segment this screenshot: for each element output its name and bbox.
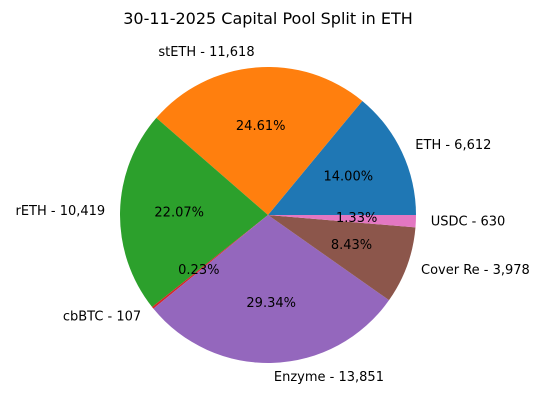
pie-slice-usdc <box>268 215 416 228</box>
slice-percent-cbbtc: 0.23% <box>178 263 219 278</box>
slice-label-steth: stETH - 11,618 <box>158 45 254 60</box>
pie-slice-cbbtc <box>152 215 268 309</box>
pie-slices <box>120 67 416 363</box>
pie-slice-reth <box>120 117 268 308</box>
slice-percent-cover-re: 8.43% <box>331 238 372 253</box>
slice-label-cover-re: Cover Re - 3,978 <box>421 263 530 278</box>
pie-slice-eth <box>268 100 416 215</box>
chart-title: 30-11-2025 Capital Pool Split in ETH <box>123 9 413 28</box>
slice-percent-usdc: 1.33% <box>336 211 377 226</box>
slice-label-eth: ETH - 6,612 <box>415 138 491 153</box>
slice-label-cbbtc: cbBTC - 107 <box>63 310 141 325</box>
slice-percent-steth: 24.61% <box>236 119 286 134</box>
pie-slice-steth <box>156 67 363 215</box>
pie-slice-cover-re <box>268 215 416 301</box>
slice-percent-eth: 14.00% <box>324 170 374 185</box>
slice-percent-enzyme: 29.34% <box>246 296 296 311</box>
pie-slice-enzyme <box>153 215 390 363</box>
slice-percent-reth: 22.07% <box>154 206 204 221</box>
slice-label-reth: rETH - 10,419 <box>15 204 105 219</box>
slice-label-enzyme: Enzyme - 13,851 <box>274 370 384 385</box>
slice-label-usdc: USDC - 630 <box>431 214 506 229</box>
pie-labels: ETH - 6,612 14.00% stETH - 11,618 24.61% rET… <box>15 45 529 385</box>
